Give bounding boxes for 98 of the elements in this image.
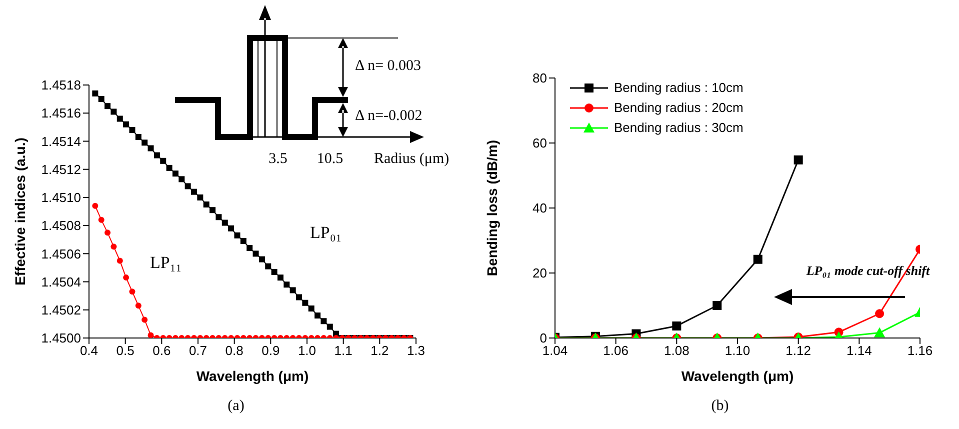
point: [252, 250, 259, 257]
x-tick-label: 0.4: [80, 343, 98, 358]
x-tick-label: 1.3: [406, 343, 426, 358]
x-tick-label: 0.9: [262, 343, 280, 358]
text: (b): [711, 398, 729, 414]
series-label: LP₁₁: [150, 253, 182, 272]
point: [284, 282, 290, 288]
point: [104, 230, 111, 236]
point: [271, 268, 278, 275]
point: [142, 316, 148, 323]
point: [277, 274, 284, 281]
x-tick-label: 1.0: [298, 343, 316, 358]
point: [258, 256, 265, 262]
point: [154, 152, 160, 158]
point: [92, 90, 98, 96]
x-tick-label: 1.10: [724, 343, 750, 358]
point: [129, 288, 136, 295]
annotation: Δ n=-0.002: [355, 108, 422, 124]
point: [210, 207, 216, 214]
legend-label: Bending radius : 20cm: [614, 99, 744, 117]
point: [135, 302, 142, 309]
x-tick-label: 0.7: [188, 343, 208, 358]
point: [110, 244, 117, 250]
x-axis-title: Wavelength (μm): [681, 368, 794, 384]
text: LP₀₁: [310, 223, 342, 242]
y-tick-label: 1.4518: [41, 78, 81, 93]
point: [184, 183, 191, 190]
point: [290, 287, 296, 294]
annotation: Radius (μm): [374, 151, 450, 167]
y-tick-label: 1.4506: [41, 246, 81, 262]
x-tick-label: 1.12: [786, 343, 811, 358]
point: [246, 245, 253, 252]
point: [326, 324, 333, 330]
x-tick-label: 0.8: [225, 343, 244, 358]
x-tick-label: 1.2: [370, 343, 389, 358]
y-tick-label: 0: [540, 330, 547, 346]
point: [265, 263, 272, 270]
point: [314, 312, 321, 319]
point: [148, 145, 154, 152]
point: [104, 103, 111, 110]
point: [116, 116, 123, 122]
x-tick-label: 0.6: [152, 343, 171, 358]
x-tick-label: 0.5: [116, 343, 134, 358]
y-tick-label: 20: [532, 266, 547, 281]
point: [110, 108, 117, 115]
text: Δ n= 0.003: [355, 58, 422, 74]
annotation: 3.5: [268, 151, 288, 167]
y-tick-label: 1.4504: [41, 274, 81, 290]
point: [166, 164, 172, 171]
x-tick-label: 1.06: [603, 343, 628, 358]
x-tick-label: 1.04: [542, 343, 568, 358]
point: [98, 96, 104, 102]
point: [135, 134, 142, 140]
y-tick-label: 40: [532, 200, 547, 216]
y-tick-label: 60: [532, 136, 547, 151]
y-tick-label: 1.4514: [41, 134, 81, 149]
point: [197, 194, 204, 200]
y-tick-label: 1.4502: [41, 302, 81, 318]
x-axis-title: Wavelength (μm): [196, 368, 309, 384]
point: [191, 188, 198, 195]
point: [98, 216, 104, 223]
point: [234, 232, 240, 238]
annotation: 10.5: [316, 151, 344, 167]
point: [296, 294, 302, 300]
x-tick-label: 1.08: [664, 343, 690, 358]
point: [178, 176, 185, 182]
point: [123, 121, 130, 128]
y-axis-title: Effective indices (a.u.): [12, 138, 28, 286]
point: [92, 202, 98, 209]
y-tick-label: 1.4516: [41, 106, 81, 121]
point: [142, 140, 148, 146]
point: [308, 305, 314, 312]
legend-label: Bending radius : 30cm: [614, 119, 744, 137]
y-axis-title: Bending loss (dB/m): [484, 140, 500, 276]
x-tick-label: 1.14: [846, 343, 872, 358]
y-tick-label: 1.4512: [41, 162, 81, 177]
x-tick-label: 1.1: [334, 343, 352, 358]
point: [123, 274, 130, 281]
point: [222, 220, 228, 226]
annotation: LP₀₁ mode cut-off shift: [805, 263, 930, 278]
x-tick-label: 1.16: [907, 343, 933, 358]
text: (a): [228, 398, 244, 414]
y-tick-label: 80: [532, 70, 547, 86]
point: [172, 170, 178, 177]
point: [302, 300, 308, 306]
point: [203, 201, 210, 208]
point: [160, 158, 166, 164]
y-tick-label: 1.4508: [41, 218, 81, 234]
y-tick-label: 1.4500: [41, 330, 81, 346]
point: [129, 126, 136, 133]
point: [216, 214, 222, 220]
point: [228, 225, 234, 232]
point: [240, 238, 246, 244]
point: [148, 332, 154, 338]
point: [116, 258, 123, 264]
point: [320, 318, 327, 324]
y-tick-label: 1.4510: [41, 190, 81, 206]
legend-label: Bending radius : 10cm: [614, 79, 744, 97]
